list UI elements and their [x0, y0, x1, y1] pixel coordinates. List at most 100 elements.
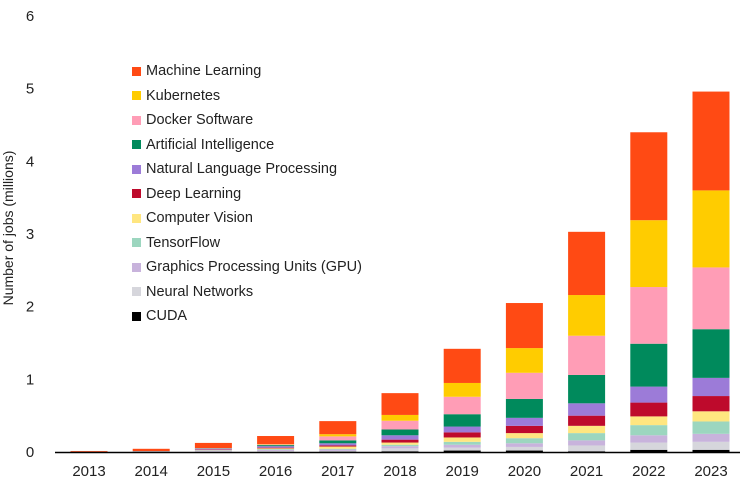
- legend-item: Docker Software: [132, 108, 362, 133]
- x-tick-label: 2015: [197, 463, 230, 480]
- legend-label: TensorFlow: [146, 234, 221, 251]
- bar-segment: [443, 441, 481, 445]
- x-tick-label: 2014: [135, 463, 168, 480]
- y-tick-label: 5: [26, 81, 34, 98]
- bar-segment: [381, 446, 419, 449]
- bar-segment: [319, 440, 357, 444]
- bar-segment: [692, 267, 730, 330]
- bar-segment: [692, 396, 730, 412]
- legend-label: Computer Vision: [146, 210, 253, 227]
- legend-item: Computer Vision: [132, 206, 362, 231]
- bar-segment: [443, 426, 481, 433]
- bar-segment: [319, 449, 357, 451]
- bar-segment: [70, 450, 108, 452]
- legend-swatch: [132, 164, 141, 174]
- bar-segment: [692, 329, 730, 378]
- bar-segment: [692, 91, 730, 191]
- bar-segment: [381, 442, 419, 445]
- bar-segment: [443, 437, 481, 442]
- bar-segment: [692, 441, 730, 450]
- y-tick-label: 2: [26, 299, 34, 316]
- legend-swatch: [132, 311, 141, 321]
- legend-item: Machine Learning: [132, 59, 362, 84]
- bar-segment: [568, 425, 606, 434]
- bar-segment: [692, 377, 730, 397]
- y-tick-label: 0: [26, 444, 34, 461]
- x-tick-label: 2013: [72, 463, 105, 480]
- x-tick-label: 2016: [259, 463, 292, 480]
- bar-segment: [257, 448, 295, 450]
- bar-segment: [505, 425, 543, 434]
- bar-segment: [257, 450, 295, 452]
- bar-segment: [194, 451, 232, 452]
- legend-swatch: [132, 213, 141, 223]
- bar-segment: [381, 393, 419, 415]
- bar-segment: [505, 303, 543, 349]
- legend-label: Natural Language Processing: [146, 161, 338, 178]
- legend-label: Docker Software: [146, 112, 254, 129]
- bar-segment: [381, 444, 419, 447]
- legend-item: Natural Language Processing: [132, 157, 362, 182]
- bar-segment: [505, 398, 543, 418]
- bar-segment: [505, 348, 543, 373]
- bar-segment: [630, 132, 668, 221]
- legend-item: Neural Networks: [132, 280, 362, 305]
- legend-swatch: [132, 91, 141, 101]
- bar-segment: [381, 435, 419, 440]
- legend-label: Kubernetes: [146, 87, 221, 104]
- bar-segment: [319, 446, 357, 449]
- x-tick-label: 2023: [694, 463, 727, 480]
- legend-swatch: [132, 115, 141, 125]
- bar-segment: [568, 295, 606, 336]
- x-tick-label: 2017: [321, 463, 354, 480]
- legend-item: Kubernetes: [132, 84, 362, 109]
- bar-segment: [505, 443, 543, 447]
- bar-segment: [443, 450, 481, 452]
- bar-segment: [381, 451, 419, 452]
- bar-segment: [568, 440, 606, 446]
- bar-segment: [381, 448, 419, 452]
- bar-segment: [630, 416, 668, 426]
- bar-segment: [630, 449, 668, 452]
- legend-label: Artificial Intelligence: [146, 136, 275, 153]
- legend-swatch: [132, 140, 141, 150]
- bar-segment: [257, 447, 295, 449]
- bar-segment: [568, 451, 606, 452]
- x-tick-label: 2021: [570, 463, 603, 480]
- x-tick-label: 2022: [632, 463, 665, 480]
- bar-segment: [319, 436, 357, 441]
- bar-segment: [443, 414, 481, 427]
- y-tick-label: 6: [26, 8, 34, 25]
- y-tick-label: 4: [26, 153, 34, 170]
- bar-segment: [381, 439, 419, 443]
- bar-segment: [257, 446, 295, 448]
- bar-segment: [568, 374, 606, 404]
- bar-segment: [319, 434, 357, 437]
- bar-segment: [443, 348, 481, 383]
- legend-item: Artificial Intelligence: [132, 133, 362, 158]
- bar-segment: [630, 442, 668, 450]
- bar-segment: [692, 190, 730, 268]
- bar-segment: [257, 444, 295, 446]
- bar-segment: [319, 450, 357, 452]
- legend-swatch: [132, 262, 141, 272]
- bar-segment: [568, 415, 606, 426]
- bar-segment: [319, 448, 357, 450]
- legend-item: TensorFlow: [132, 231, 362, 256]
- legend-item: Deep Learning: [132, 182, 362, 207]
- bar-segment: [568, 403, 606, 416]
- legend-swatch: [132, 189, 141, 199]
- x-tick-label: 2020: [508, 463, 541, 480]
- legend-label: Neural Networks: [146, 283, 254, 300]
- bar-segment: [505, 446, 543, 451]
- legend: Machine Learning Kubernetes Docker Softwar…: [132, 59, 362, 329]
- legend-label: CUDA: [146, 308, 188, 325]
- legend-item: CUDA: [132, 304, 362, 329]
- bar-segment: [692, 411, 730, 422]
- bar-segment: [381, 414, 419, 421]
- bar-segment: [505, 438, 543, 444]
- bar-segment: [194, 448, 232, 450]
- bar-segment: [692, 421, 730, 434]
